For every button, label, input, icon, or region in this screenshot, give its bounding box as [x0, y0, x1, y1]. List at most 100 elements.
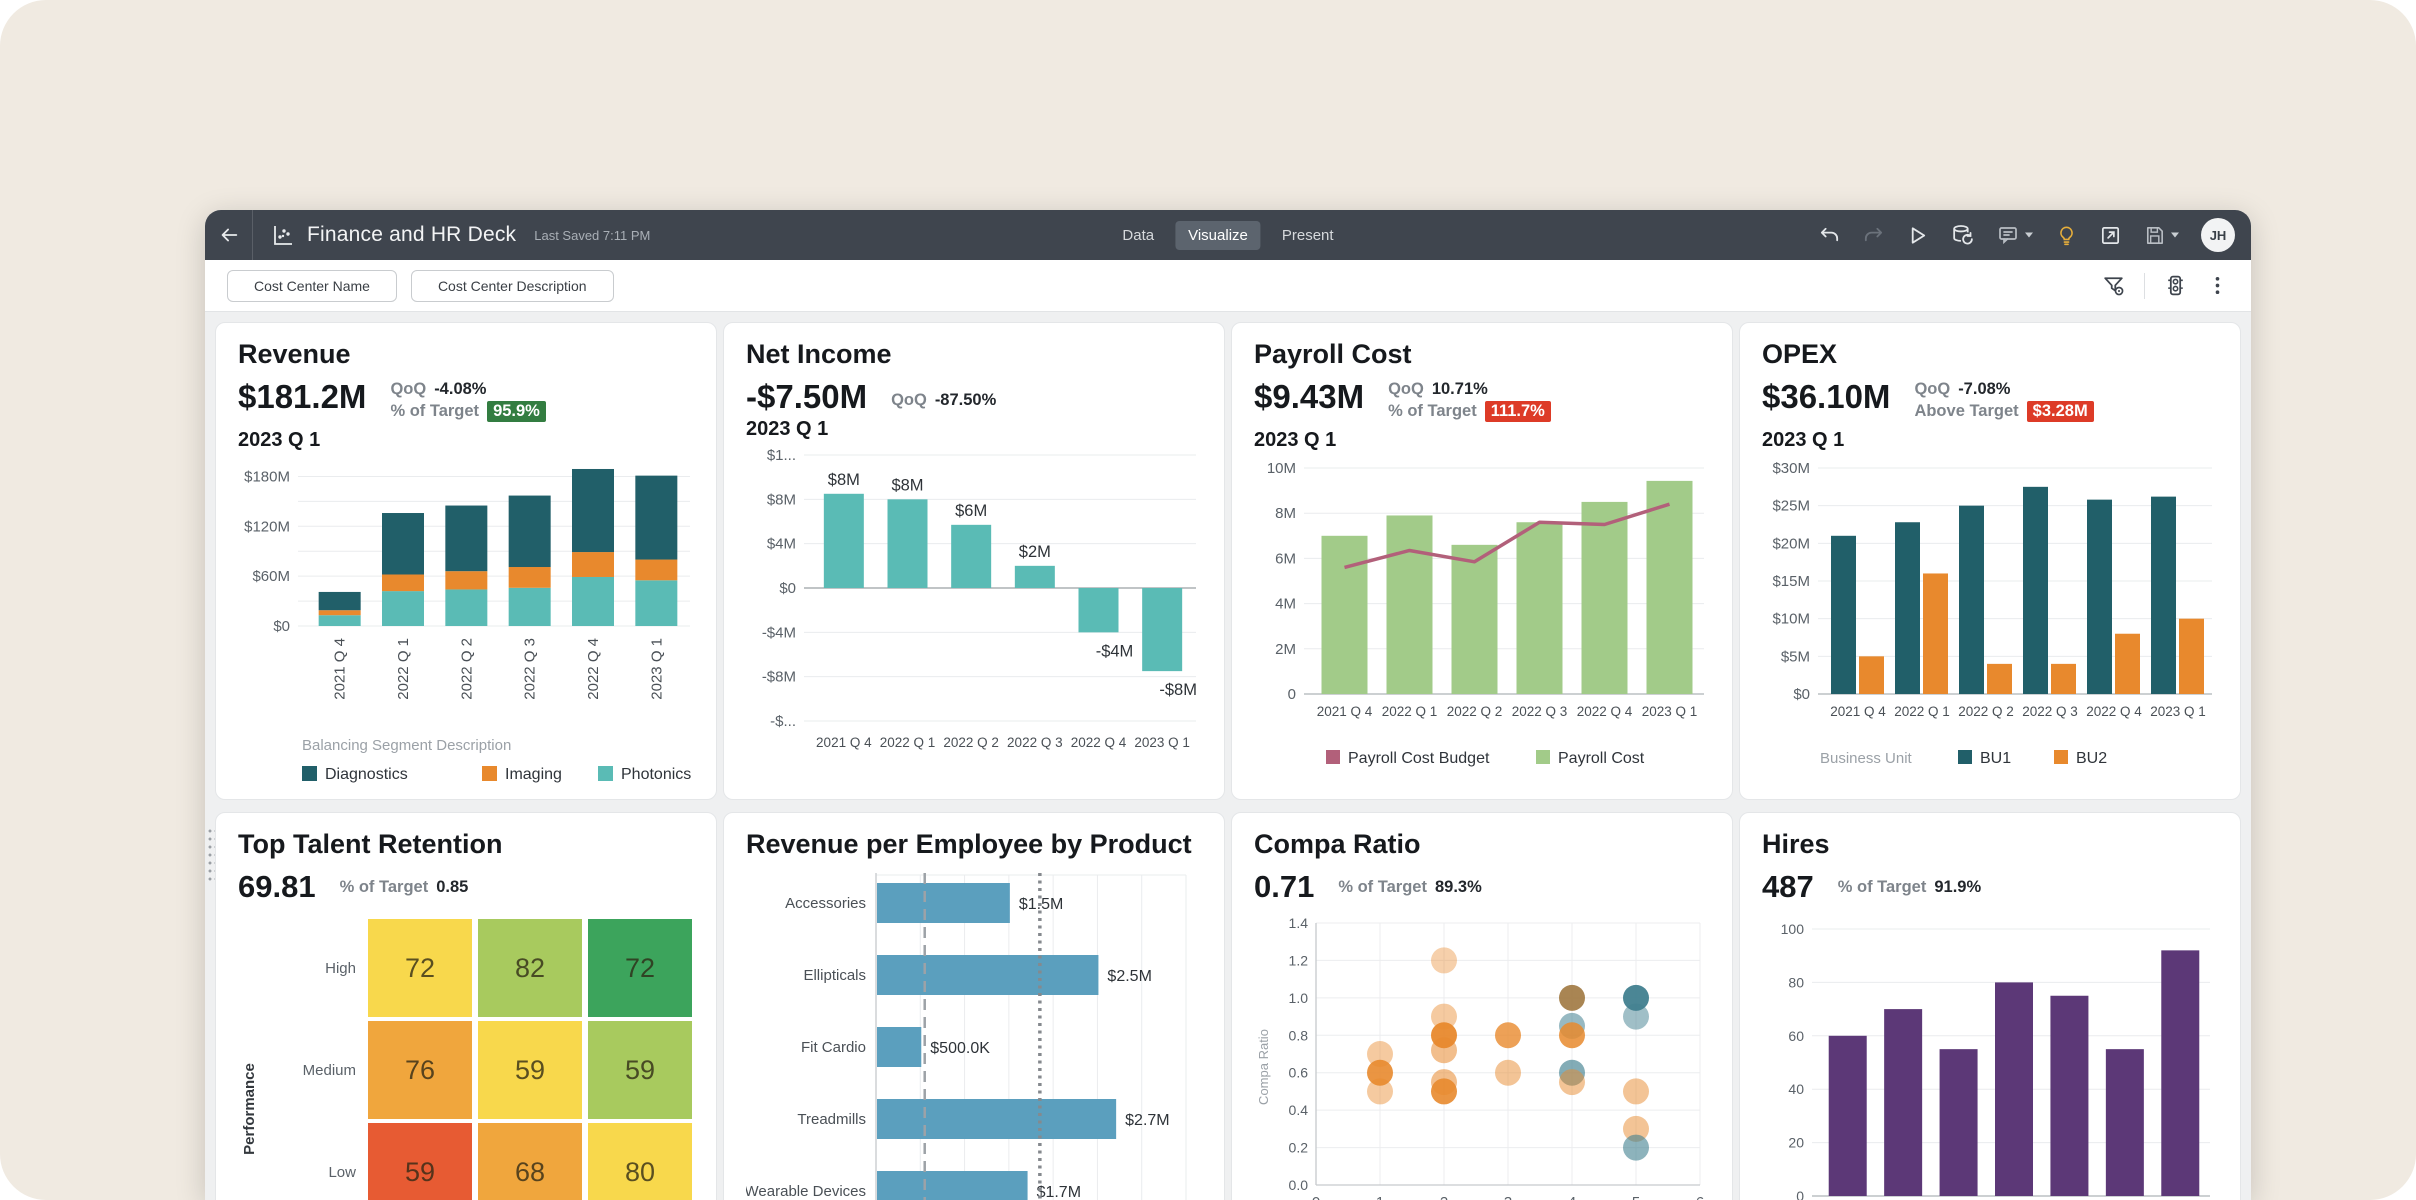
svg-text:$20M: $20M: [1772, 535, 1810, 552]
qoq-label: QoQ: [891, 391, 927, 409]
compa-ratio-scatter-chart[interactable]: 0.0 0.2 0.4 0.6 0.8 1.0 1.2 1.4 0 1 2 3 4 5 6 Compa Rat…: [1254, 917, 1711, 1200]
preview-play-button[interactable]: [1906, 224, 1929, 247]
svg-text:6: 6: [1696, 1194, 1704, 1200]
card-payroll-cost[interactable]: Payroll Cost $9.43M QoQ 10.71% % of Targe…: [1231, 322, 1733, 800]
payroll-bar-line-chart[interactable]: 0 2M 4M 6M 8M 10M 2021 Q 4 2022 Q 1 2022 Q 2 2022…: [1254, 454, 1711, 790]
filter-settings-button[interactable]: [2101, 273, 2126, 298]
card-top-talent-retention[interactable]: Top Talent Retention 69.81 % of Target 0.…: [215, 812, 717, 1200]
svg-text:Wearable Devices: Wearable Devices: [746, 1183, 866, 1200]
card-compa-ratio[interactable]: Compa Ratio 0.71 % of Target 89.3% 0.0 0.2…: [1231, 812, 1733, 1200]
card-hires[interactable]: Hires 487 % of Target 91.9% 0 20 40 60 80 100: [1739, 812, 2241, 1200]
user-avatar[interactable]: JH: [2201, 218, 2235, 252]
kpi-row: $36.10M QoQ -7.08% Above Target $3.28M: [1762, 379, 2218, 422]
svg-text:2022 Q 4: 2022 Q 4: [2086, 704, 2142, 719]
kebab-menu-button[interactable]: [2206, 274, 2229, 297]
target-label: % of Target: [1388, 402, 1477, 420]
scatter-points: [1367, 947, 1649, 1161]
svg-text:2022 Q 4: 2022 Q 4: [1577, 704, 1633, 719]
canvas-properties-button[interactable]: [2163, 273, 2188, 298]
app-window: Finance and HR Deck Last Saved 7:11 PM D…: [205, 210, 2251, 1200]
retention-heatmap-chart[interactable]: Performance High 72 82 72 Medium 76 59 59 Low 59 68…: [238, 919, 695, 1200]
svg-text:2M: 2M: [1275, 641, 1296, 658]
svg-text:Treadmills: Treadmills: [797, 1111, 866, 1128]
caret-down-icon: [2171, 232, 2179, 238]
svg-text:20: 20: [1788, 1135, 1804, 1151]
svg-text:Balancing Segment Description: Balancing Segment Description: [302, 737, 511, 754]
svg-text:BU1: BU1: [1980, 750, 2011, 767]
svg-text:$5M: $5M: [1781, 648, 1810, 665]
save-button[interactable]: [2143, 224, 2180, 247]
svg-text:$500.0K: $500.0K: [930, 1040, 990, 1057]
qoq-value: -4.08%: [434, 380, 487, 398]
svg-text:0: 0: [1312, 1194, 1320, 1200]
svg-text:2021 Q 4: 2021 Q 4: [816, 735, 872, 750]
hires-bar-chart[interactable]: 0 20 40 60 80 100: [1762, 917, 2219, 1200]
svg-text:$8M: $8M: [891, 476, 923, 494]
svg-text:2022 Q 3: 2022 Q 3: [1512, 704, 1568, 719]
tab-present[interactable]: Present: [1269, 221, 1347, 250]
svg-text:-$...: -$...: [770, 713, 796, 730]
kpi-value: $9.43M: [1254, 378, 1365, 415]
back-button[interactable]: [205, 210, 253, 260]
legend: Payroll Cost Budget Payroll Cost: [1326, 750, 1645, 767]
card-net-income[interactable]: Net Income -$7.50M QoQ -87.50% 2023 Q 1 $…: [723, 322, 1225, 800]
kpi-row: $9.43M QoQ 10.71% % of Target 111.7%: [1254, 379, 1710, 422]
kpi-period: 2023 Q 1: [746, 418, 829, 440]
y-axis-labels: 0 2M 4M 6M 8M 10M: [1267, 460, 1296, 703]
svg-text:Compa Ratio: Compa Ratio: [1256, 1029, 1271, 1105]
mode-tabs: Data Visualize Present: [1109, 210, 1346, 260]
last-saved-status: Last Saved 7:11 PM: [534, 227, 651, 243]
tab-visualize[interactable]: Visualize: [1175, 220, 1261, 250]
svg-text:0.8: 0.8: [1289, 1027, 1309, 1043]
axis-labels: 0.0 0.2 0.4 0.6 0.8 1.0 1.2 1.4 0 1 2 3 4 5 6 Compa Rat…: [1256, 917, 1704, 1200]
card-revenue-per-employee[interactable]: Revenue per Employee by Product Accessor…: [723, 812, 1225, 1200]
target-label: % of Target: [1837, 878, 1927, 896]
workbook-title: Finance and HR Deck: [307, 223, 517, 246]
open-in-new-window-button[interactable]: [2099, 224, 2122, 247]
card-opex[interactable]: OPEX $36.10M QoQ -7.08% Above Target $3.28…: [1739, 322, 2241, 800]
bars: 2021 Q 4 2022 Q 1 2022 Q 2 2022 Q 3 2022 Q 4…: [318, 468, 678, 700]
titlebar: Finance and HR Deck Last Saved 7:11 PM D…: [205, 210, 2251, 260]
svg-text:2022 Q 4: 2022 Q 4: [1071, 735, 1127, 750]
filter-bar: Cost Center Name Cost Center Description: [205, 260, 2251, 312]
kpi-value: 0.71: [1254, 869, 1315, 904]
svg-text:72: 72: [405, 953, 435, 983]
svg-text:0: 0: [1796, 1188, 1804, 1200]
tab-data[interactable]: Data: [1109, 221, 1167, 250]
budget-line: [1344, 502, 1671, 570]
svg-text:Performance: Performance: [241, 1063, 258, 1155]
revenue-stacked-bar-chart[interactable]: $0 $60M $120M $180M 2021 Q 4 2022 Q 1 2022 Q 2…: [238, 454, 695, 792]
comments-button[interactable]: [1996, 223, 2034, 247]
svg-text:2021 Q 4: 2021 Q 4: [1830, 704, 1886, 719]
filter-chip-cost-center-description[interactable]: Cost Center Description: [410, 269, 614, 302]
card-revenue[interactable]: Revenue $181.2M QoQ -4.08% % of Target 95.…: [215, 322, 717, 800]
svg-text:Photonics: Photonics: [621, 766, 691, 783]
qoq-label: QoQ: [1914, 380, 1951, 398]
redo-button[interactable]: [1862, 224, 1885, 247]
qoq-label: QoQ: [1388, 380, 1424, 398]
kpi-period: 2023 Q 1: [238, 429, 321, 451]
insights-lightbulb-button[interactable]: [2055, 224, 2078, 247]
opex-grouped-bar-chart[interactable]: $0 $5M $10M $15M $20M $25M $30M 2021 Q 4 2022 Q …: [1762, 454, 2219, 790]
card-title: Revenue per Employee by Product: [746, 829, 1192, 859]
svg-text:$30M: $30M: [1772, 460, 1810, 477]
svg-text:2022 Q 1: 2022 Q 1: [1894, 704, 1950, 719]
svg-text:2022 Q 2: 2022 Q 2: [943, 735, 999, 750]
kpi-value: $181.2M: [238, 378, 367, 415]
refresh-data-button[interactable]: [1950, 223, 1975, 248]
svg-text:2021 Q 4: 2021 Q 4: [1317, 704, 1373, 719]
qoq-value: -87.50%: [934, 391, 997, 409]
target-value: 91.9%: [1934, 878, 1982, 896]
card-title: Hires: [1762, 829, 1830, 859]
svg-text:2021 Q 4: 2021 Q 4: [332, 638, 349, 700]
qoq-value: 10.71%: [1431, 380, 1488, 398]
svg-text:Business Unit: Business Unit: [1820, 750, 1913, 767]
svg-text:5: 5: [1632, 1194, 1640, 1200]
undo-button[interactable]: [1818, 224, 1841, 247]
filter-chip-cost-center-name[interactable]: Cost Center Name: [227, 269, 397, 302]
svg-text:4: 4: [1568, 1194, 1576, 1200]
svg-text:$180M: $180M: [244, 468, 290, 485]
